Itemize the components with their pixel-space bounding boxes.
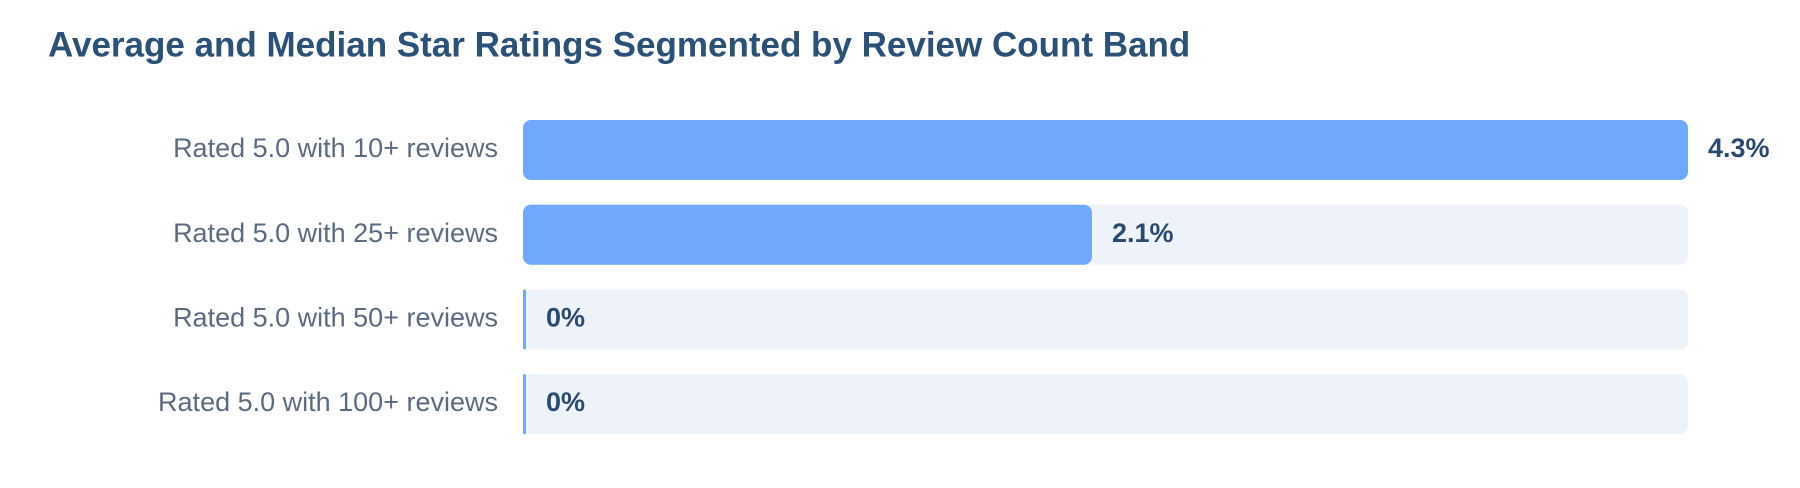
chart-title: Average and Median Star Ratings Segmente… <box>48 25 1190 64</box>
bar-track <box>523 374 1688 435</box>
bar <box>523 204 1092 265</box>
value-label: 4.3% <box>1708 133 1770 163</box>
bar <box>523 374 526 435</box>
value-label: 0% <box>546 387 585 417</box>
value-label: 2.1% <box>1112 218 1174 248</box>
category-label: Rated 5.0 with 10+ reviews <box>173 133 498 163</box>
bar <box>523 120 1688 180</box>
bar-track <box>523 289 1688 350</box>
bar <box>523 289 526 350</box>
value-label: 0% <box>546 303 585 333</box>
category-label: Rated 5.0 with 100+ reviews <box>158 387 498 417</box>
category-label: Rated 5.0 with 25+ reviews <box>173 218 498 248</box>
category-label: Rated 5.0 with 50+ reviews <box>173 303 498 333</box>
